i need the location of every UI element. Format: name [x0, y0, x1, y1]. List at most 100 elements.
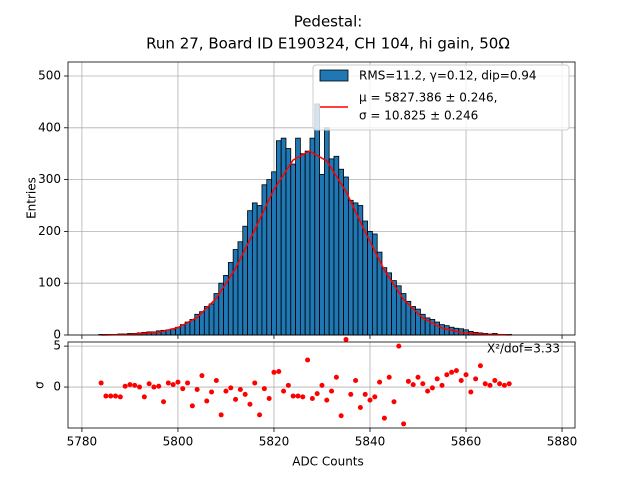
residual-point	[185, 380, 191, 386]
residual-point	[165, 380, 171, 386]
residual-point	[482, 381, 488, 387]
residual-point	[257, 412, 263, 418]
x-axis-label: ADC Counts	[292, 455, 364, 469]
residual-point	[98, 380, 104, 386]
x-tick-label: 5880	[547, 435, 578, 449]
residual-point	[161, 399, 167, 405]
residual-point	[405, 378, 411, 384]
residual-point	[151, 384, 157, 390]
residual-point	[156, 383, 162, 389]
bar	[347, 199, 354, 336]
residual-point	[146, 381, 152, 387]
residual-point	[329, 388, 335, 394]
residual-point	[487, 382, 493, 388]
axes-frame	[67, 341, 576, 429]
residual-point	[290, 393, 296, 399]
residual-point	[233, 396, 239, 402]
residual-point	[261, 386, 267, 392]
residual-point	[108, 393, 114, 399]
residual-point	[367, 397, 373, 403]
residual-point	[300, 394, 306, 400]
bar	[275, 140, 282, 336]
residual-point	[242, 391, 248, 397]
bar	[362, 220, 368, 336]
residual-point	[117, 394, 123, 400]
residual-point	[314, 391, 320, 397]
y-tick-label: 5	[53, 339, 61, 353]
bar	[381, 267, 388, 336]
x-tick-label: 5820	[259, 435, 290, 449]
residual-point	[425, 388, 431, 394]
bar	[304, 150, 311, 336]
residual-point	[458, 377, 464, 383]
bar	[242, 225, 248, 336]
residual-point	[348, 391, 354, 397]
bar	[309, 137, 316, 336]
residual-point	[415, 374, 421, 380]
x-tick-label: 5840	[355, 435, 386, 449]
residual-point	[410, 382, 416, 388]
residual-point	[319, 382, 325, 388]
residual-point	[122, 383, 128, 389]
y-tick-label: 0	[53, 328, 61, 342]
legend-swatch	[319, 69, 349, 82]
bar	[299, 153, 306, 336]
residual-point	[209, 389, 215, 395]
residual-point	[137, 384, 143, 390]
residual-point	[218, 412, 224, 418]
residual-point	[295, 393, 301, 399]
residual-point	[429, 385, 435, 391]
residual-point	[386, 374, 392, 380]
bar	[285, 148, 292, 336]
legend-label: RMS=11.2, γ=0.12, dip=0.94	[359, 69, 537, 83]
chart-title: Run 27, Board ID E190324, CH 104, hi gai…	[146, 35, 510, 53]
residual-point	[324, 397, 330, 403]
residual-point	[223, 388, 229, 394]
bar	[338, 168, 344, 336]
residual-point	[266, 396, 272, 402]
residual-point	[338, 413, 344, 419]
residual-point	[194, 387, 200, 393]
bar	[323, 127, 330, 336]
bar	[208, 303, 215, 336]
bar	[367, 230, 373, 336]
bar	[290, 163, 296, 336]
x-tick-label: 5780	[67, 435, 98, 449]
bar	[280, 137, 287, 336]
residual-point	[309, 396, 315, 402]
residual-point	[127, 382, 133, 388]
residual-point	[237, 387, 243, 393]
bar	[295, 137, 301, 336]
residual-point	[453, 368, 459, 374]
residual-point	[372, 394, 378, 400]
chart-title: Pedestal:	[294, 13, 363, 31]
residual-point	[113, 393, 119, 399]
bar	[319, 174, 325, 336]
residual-point	[463, 372, 469, 378]
residual-point	[353, 377, 359, 383]
y-axis-label: σ	[33, 381, 47, 389]
residual-point	[497, 381, 503, 387]
legend-box	[312, 64, 570, 131]
y-tick-label: 300	[38, 172, 61, 186]
residual-point	[281, 388, 287, 394]
residual-point	[357, 405, 363, 411]
bar	[343, 176, 349, 336]
legend-label: μ = 5827.386 ± 0.246,	[359, 91, 497, 105]
bar	[232, 249, 239, 336]
x-tick-label: 5860	[451, 435, 482, 449]
bar	[352, 202, 359, 336]
residual-point	[501, 382, 507, 388]
bar	[386, 272, 392, 336]
y-axis-label: Entries	[25, 177, 39, 219]
y-tick-label: 500	[38, 68, 61, 82]
residual-point	[305, 357, 311, 363]
residual-point	[477, 363, 483, 369]
residual-point	[396, 343, 402, 349]
residual-point	[439, 382, 445, 388]
residual-point	[180, 386, 186, 392]
bar	[328, 158, 335, 336]
y-tick-label: 400	[38, 120, 61, 134]
bar	[333, 155, 340, 336]
residual-point	[276, 368, 282, 374]
